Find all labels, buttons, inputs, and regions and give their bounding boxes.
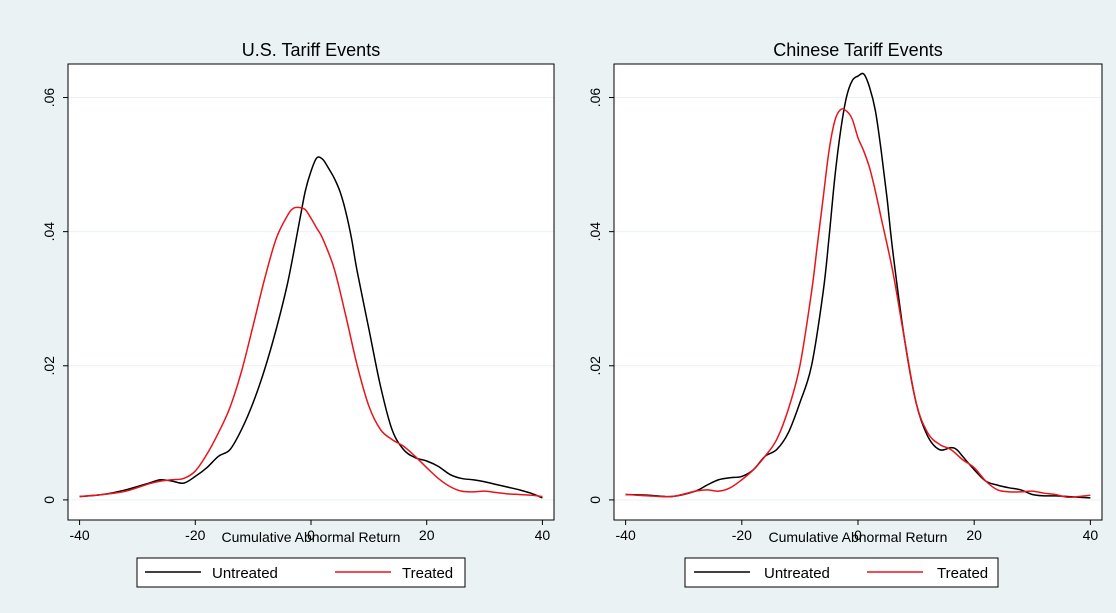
x-tick-label: -20 <box>185 527 205 543</box>
legend-label-untreated: Untreated <box>212 565 278 582</box>
legend-label-treated: Treated <box>402 565 453 582</box>
series-line-treated <box>625 108 1091 499</box>
x-tick-label: 20 <box>419 527 435 543</box>
x-tick-label: 0 <box>854 527 862 543</box>
x-axis-label: Cumulative Abnormal Return <box>222 529 401 545</box>
chart-title: U.S. Tariff Events <box>242 40 380 60</box>
x-tick-label: 40 <box>1083 527 1099 543</box>
panel-chinese-tariff-events: -40 -20 0 20 40 0 .02 .04 .06 Chinese Tariff Ev… <box>587 40 1103 588</box>
x-axis: -40 -20 0 20 40 <box>616 520 1099 543</box>
y-tick-label: 0 <box>41 496 57 504</box>
legend-label-untreated: Untreated <box>764 565 830 582</box>
gridlines <box>68 97 554 501</box>
series-lines <box>625 72 1091 499</box>
series-lines <box>79 156 543 499</box>
x-tick-label: -40 <box>69 527 89 543</box>
legend-label-treated: Treated <box>937 565 988 582</box>
x-tick-label: -20 <box>732 527 752 543</box>
x-axis-label: Cumulative Abnormal Return <box>769 529 948 545</box>
x-tick-label: 40 <box>535 527 551 543</box>
legend: Untreated Treated <box>136 557 466 588</box>
y-tick-label: 0 <box>587 496 603 504</box>
series-line-untreated <box>625 72 1091 499</box>
y-tick-label: .06 <box>587 88 603 108</box>
gridlines <box>614 97 1102 501</box>
y-axis: 0 .02 .04 .06 <box>41 88 68 504</box>
y-tick-label: .02 <box>587 356 603 376</box>
chart-title: Chinese Tariff Events <box>773 40 942 60</box>
y-tick-label: .06 <box>41 88 57 108</box>
x-tick-label: 0 <box>307 527 315 543</box>
plot-area <box>614 64 1102 520</box>
y-tick-label: .04 <box>41 222 57 242</box>
panel-us-tariff-events: -40 -20 0 20 40 0 .02 .04 .06 U.S. Tariff Event… <box>41 40 555 588</box>
y-tick-label: .04 <box>587 222 603 242</box>
series-line-treated <box>79 206 543 498</box>
y-axis: 0 .02 .04 .06 <box>587 88 614 504</box>
legend: Untreated Treated <box>684 557 999 588</box>
series-line-untreated <box>79 156 543 499</box>
x-tick-label: 20 <box>966 527 982 543</box>
plot-area <box>68 64 554 520</box>
x-axis: -40 -20 0 20 40 <box>69 520 550 543</box>
x-tick-label: -40 <box>616 527 636 543</box>
y-tick-label: .02 <box>41 356 57 376</box>
